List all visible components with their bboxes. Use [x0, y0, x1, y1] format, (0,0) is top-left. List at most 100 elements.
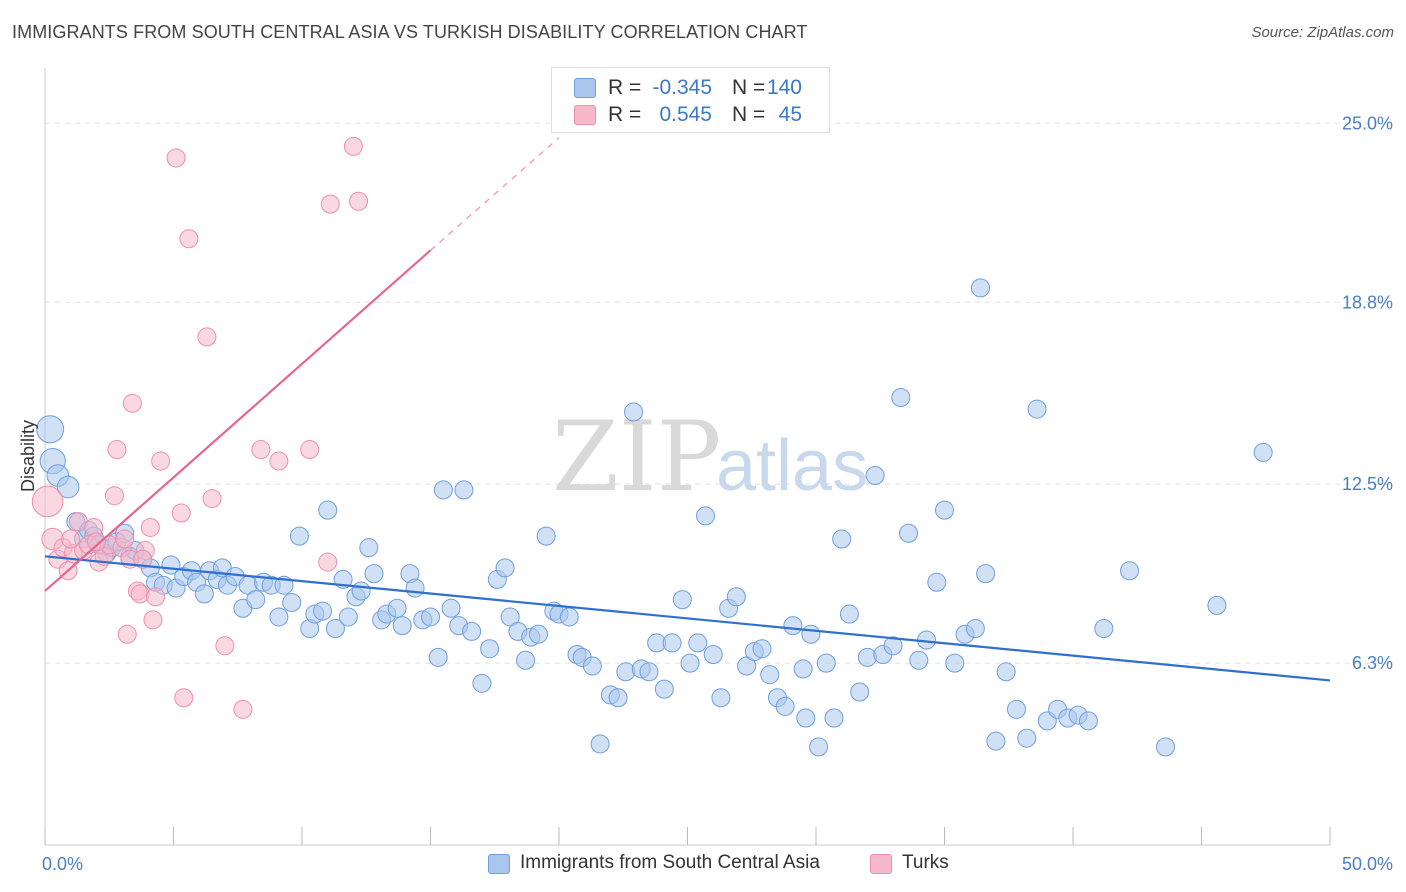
data-point-immigrants [36, 415, 65, 444]
data-point-immigrants [986, 731, 1006, 751]
data-point-immigrants [703, 644, 723, 664]
data-point-immigrants [1017, 728, 1037, 748]
data-point-turks [215, 636, 235, 656]
data-point-immigrants [246, 590, 266, 610]
y-tick-labels: 6.3% 12.5% 18.8% 25.0% [1342, 113, 1393, 673]
data-point-immigrants [454, 480, 474, 500]
data-point-immigrants [387, 598, 407, 618]
data-point-immigrants [752, 639, 772, 659]
data-point-turks [122, 393, 142, 413]
data-point-turks [171, 503, 191, 523]
legend-r-label: R = [608, 76, 642, 99]
data-point-immigrants [857, 647, 877, 667]
data-point-immigrants [318, 500, 338, 520]
data-point-immigrants [760, 665, 780, 685]
data-point-immigrants [433, 480, 453, 500]
data-point-turks [318, 552, 338, 572]
trend-lines [44, 137, 1331, 682]
data-point-immigrants [899, 523, 919, 543]
data-point-immigrants [891, 388, 911, 408]
data-point-turks [233, 699, 253, 719]
legend-r-label: R = [608, 103, 642, 126]
x-tick-label: 50.0% [1342, 854, 1393, 874]
data-point-turks [174, 688, 194, 708]
data-point-turks [166, 148, 186, 168]
legend-label-immigrants: Immigrants from South Central Asia [520, 852, 820, 873]
data-point-immigrants [965, 618, 985, 638]
series-legend: Immigrants from South Central Asia Turks [0, 852, 1406, 878]
legend-row-immigrants: R = -0.345 N = 140 [552, 74, 829, 102]
data-point-turks [179, 229, 199, 249]
data-point-turks [251, 440, 271, 460]
data-point-immigrants [680, 653, 700, 673]
data-point-immigrants [970, 278, 990, 298]
legend-swatch-pink [574, 105, 596, 125]
data-point-immigrants [616, 662, 636, 682]
data-point-immigrants [582, 656, 602, 676]
data-point-turks [133, 549, 153, 569]
data-point-immigrants [590, 734, 610, 754]
data-point-immigrants [824, 708, 844, 728]
legend-row-turks: R = 0.545 N = 45 [552, 101, 829, 129]
trend-line-immigrants [44, 555, 1331, 682]
data-point-turks [197, 327, 217, 347]
data-point-immigrants [1027, 399, 1047, 419]
data-point-immigrants [695, 506, 715, 526]
x-tick-label: 0.0% [42, 854, 83, 874]
trend-line-turks [44, 249, 432, 592]
data-point-turks [86, 532, 106, 552]
data-point-immigrants [480, 639, 500, 659]
data-point-immigrants [313, 601, 333, 621]
data-point-immigrants [909, 650, 929, 670]
data-point-immigrants [338, 607, 358, 627]
legend-swatch-blue [488, 854, 510, 874]
data-point-immigrants [364, 564, 384, 584]
watermark: ZIP atlas [552, 401, 868, 513]
x-tick-labels: 0.0% 50.0% [42, 854, 1393, 874]
data-point-immigrants [325, 618, 345, 638]
series-immigrants-points [36, 278, 1273, 757]
data-point-immigrants [282, 593, 302, 613]
data-point-immigrants [405, 578, 425, 598]
data-point-immigrants [793, 659, 813, 679]
data-point-turks [349, 191, 369, 211]
data-point-immigrants [775, 696, 795, 716]
y-tick-label: 25.0% [1342, 113, 1393, 133]
data-point-immigrants [289, 526, 309, 546]
data-point-immigrants [1094, 618, 1114, 638]
data-point-immigrants [801, 624, 821, 644]
data-point-immigrants [816, 653, 836, 673]
legend-swatch-pink [870, 854, 892, 874]
data-point-immigrants [662, 633, 682, 653]
data-point-immigrants [1006, 699, 1026, 719]
legend-n-value: 45 [778, 103, 802, 126]
trend-line-turks-extension [430, 137, 560, 251]
legend-r-value: -0.345 [652, 76, 712, 99]
legend-r-value: 0.545 [659, 103, 712, 126]
data-point-immigrants [976, 564, 996, 584]
data-point-turks [320, 194, 340, 214]
data-point-immigrants [996, 662, 1016, 682]
data-point-immigrants [56, 475, 80, 499]
data-point-immigrants [672, 590, 692, 610]
data-point-immigrants [1253, 442, 1273, 462]
data-point-immigrants [624, 402, 644, 422]
data-point-immigrants [809, 737, 829, 757]
data-point-immigrants [428, 647, 448, 667]
chart-title: IMMIGRANTS FROM SOUTH CENTRAL ASIA VS TU… [12, 22, 808, 42]
correlation-legend: R = -0.345 N = 140 R = 0.545 N = 45 [551, 67, 830, 133]
data-point-immigrants [421, 607, 440, 627]
y-tick-label: 12.5% [1342, 474, 1393, 494]
data-point-immigrants [1078, 711, 1098, 731]
data-point-turks [146, 587, 166, 607]
data-point-immigrants [1207, 595, 1227, 615]
legend-n-value: 140 [766, 76, 802, 99]
data-point-immigrants [927, 572, 947, 592]
data-point-immigrants [654, 679, 674, 699]
data-point-immigrants [559, 607, 579, 627]
data-point-turks [140, 517, 160, 537]
data-point-immigrants [688, 633, 708, 653]
data-point-immigrants [711, 688, 731, 708]
data-point-immigrants [462, 621, 482, 641]
data-point-turks [151, 451, 171, 471]
